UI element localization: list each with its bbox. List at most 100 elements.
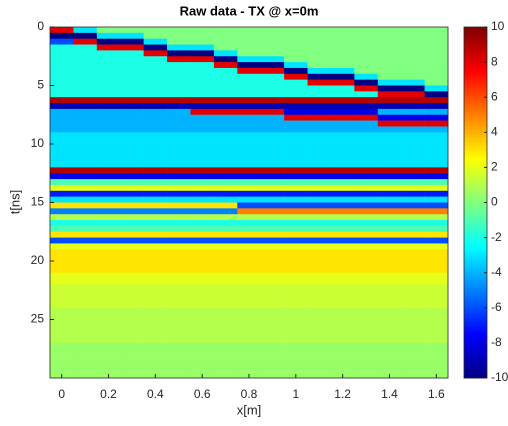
- cell: [307, 261, 332, 268]
- cell: [120, 243, 144, 250]
- cell: [307, 32, 332, 39]
- cell: [377, 190, 402, 197]
- cell: [190, 179, 215, 186]
- cell: [50, 342, 74, 350]
- x-tick-label: 0.2: [100, 387, 117, 401]
- cell: [120, 149, 144, 156]
- cell: [190, 360, 215, 367]
- cell: [143, 290, 168, 297]
- cell: [284, 73, 308, 80]
- cell: [424, 167, 449, 174]
- cell: [190, 126, 215, 133]
- cell: [260, 202, 285, 209]
- cell: [330, 103, 355, 110]
- cell: [354, 85, 379, 92]
- cell: [167, 261, 191, 268]
- cell: [330, 161, 355, 168]
- colorbar-swatch: [464, 367, 487, 371]
- cell: [120, 62, 144, 69]
- cell: [120, 360, 144, 367]
- cell: [377, 67, 402, 75]
- cell: [73, 231, 98, 238]
- cell: [260, 278, 285, 285]
- cell: [260, 272, 285, 279]
- cell: [354, 32, 379, 39]
- cell: [401, 319, 425, 326]
- cell: [73, 255, 98, 262]
- cell: [190, 325, 215, 332]
- x-tick-label: 1.2: [334, 387, 351, 401]
- colorbar-swatch: [464, 79, 487, 83]
- colorbar-swatch: [464, 175, 487, 179]
- cell: [284, 284, 308, 291]
- cell: [167, 196, 191, 203]
- cell: [330, 184, 355, 192]
- cell: [284, 67, 308, 75]
- cell: [260, 237, 285, 244]
- cell: [377, 126, 402, 133]
- cell: [307, 62, 332, 69]
- cell: [424, 208, 449, 215]
- cell: [424, 331, 449, 338]
- cell: [424, 202, 449, 209]
- cell: [237, 296, 262, 303]
- colorbar-tick-label: 2: [491, 160, 498, 174]
- colorbar-swatch: [464, 372, 487, 376]
- cell: [307, 38, 332, 45]
- cell: [354, 214, 379, 221]
- colorbar-swatch: [464, 227, 487, 231]
- cell: [167, 50, 191, 57]
- cell: [96, 161, 121, 168]
- cell: [424, 354, 449, 361]
- colorbar-swatch: [464, 309, 487, 313]
- cell: [73, 272, 98, 279]
- cell: [401, 108, 425, 116]
- cell: [377, 79, 402, 86]
- cell: [213, 190, 238, 197]
- cell: [377, 284, 402, 291]
- colorbar-tick-label: -6: [491, 300, 502, 314]
- cell: [213, 261, 238, 268]
- colorbar-swatch: [464, 172, 487, 176]
- cell: [50, 161, 74, 168]
- cell: [401, 103, 425, 110]
- cell: [377, 179, 402, 186]
- cell: [307, 120, 332, 127]
- cell: [237, 278, 262, 285]
- cell: [260, 313, 285, 320]
- cell: [377, 120, 402, 127]
- cell: [377, 214, 402, 221]
- colorbar-swatch: [464, 98, 487, 102]
- cell: [167, 155, 191, 162]
- cell: [190, 38, 215, 45]
- cell: [401, 27, 425, 34]
- cell: [330, 173, 355, 180]
- cell: [260, 266, 285, 273]
- cell: [330, 331, 355, 338]
- cell: [96, 220, 121, 227]
- cell: [307, 301, 332, 309]
- cell: [401, 366, 425, 373]
- cell: [96, 97, 121, 104]
- cell: [354, 79, 379, 86]
- cell: [143, 44, 168, 51]
- cell: [330, 301, 355, 309]
- cell: [96, 319, 121, 326]
- cell: [307, 231, 332, 238]
- cell: [120, 249, 144, 256]
- cell: [120, 27, 144, 34]
- cell: [237, 97, 262, 104]
- cell: [50, 91, 74, 98]
- cell: [354, 249, 379, 256]
- cell: [354, 190, 379, 197]
- cell: [73, 202, 98, 209]
- cell: [96, 307, 121, 314]
- cell: [354, 144, 379, 151]
- cell: [401, 372, 425, 379]
- cell: [330, 132, 355, 139]
- cell: [354, 307, 379, 314]
- cell: [377, 103, 402, 110]
- cell: [354, 114, 379, 121]
- cell: [73, 325, 98, 332]
- cell: [377, 202, 402, 209]
